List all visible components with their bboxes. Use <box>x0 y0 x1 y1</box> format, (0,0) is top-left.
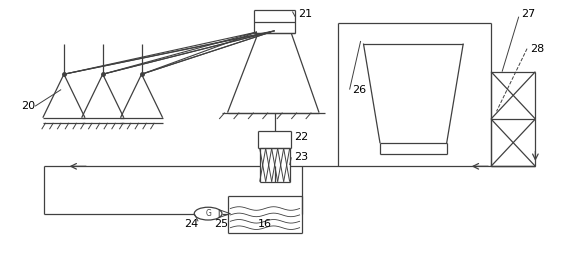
Text: 27: 27 <box>521 9 536 19</box>
Text: 22: 22 <box>294 132 308 142</box>
Text: 16: 16 <box>258 219 272 229</box>
Text: 25: 25 <box>214 219 228 229</box>
Text: G: G <box>205 209 211 218</box>
Text: 21: 21 <box>298 9 312 19</box>
Text: 23: 23 <box>294 152 308 162</box>
Text: 24: 24 <box>185 219 199 229</box>
Text: 26: 26 <box>353 85 366 94</box>
Text: 20: 20 <box>21 101 35 111</box>
Text: 28: 28 <box>530 44 544 54</box>
